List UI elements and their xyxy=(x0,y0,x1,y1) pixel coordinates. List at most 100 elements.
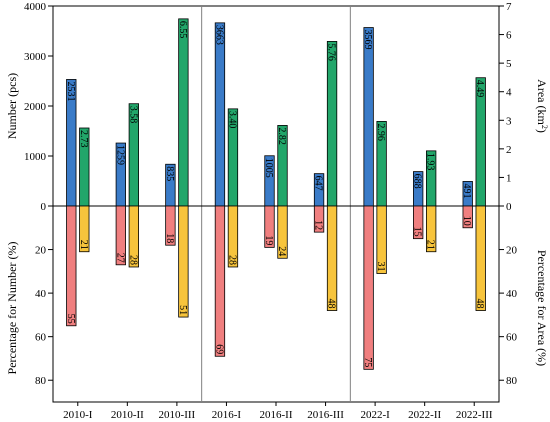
area-axis-tick-label: 7 xyxy=(506,1,512,13)
pct-area-bar xyxy=(376,205,387,274)
pct-number-label: 12 xyxy=(313,220,324,230)
x-tick-label: 2022-III xyxy=(456,409,493,421)
y-right-bottom-title: Percentage for Area (%) xyxy=(535,250,549,366)
number-bar xyxy=(363,27,374,207)
area-bar xyxy=(178,18,189,207)
area-axis-tick-label: 3 xyxy=(506,115,512,127)
pct-number-bar xyxy=(313,205,325,233)
pct-area-bar xyxy=(475,205,486,311)
y-left-bottom-title: Percentage for Number (%) xyxy=(5,242,19,375)
pct-number-bar xyxy=(66,205,77,327)
x-tick-label: 2010-I xyxy=(63,409,93,421)
area-label: 2.96 xyxy=(375,123,386,141)
pct-area-label: 28 xyxy=(226,255,237,265)
pct-number-label: 18 xyxy=(164,233,175,243)
pct-number-axis-tick-label: 20 xyxy=(35,245,47,257)
area-label: 2.82 xyxy=(276,127,287,145)
y-right-top-title: Area (km2) xyxy=(535,79,550,133)
x-tick-label: 2022-II xyxy=(408,409,441,421)
pct-area-label: 21 xyxy=(425,240,436,250)
number-label: 491 xyxy=(461,183,472,198)
pct-area-label: 24 xyxy=(276,246,287,256)
pct-area-label: 48 xyxy=(474,299,485,309)
pct-area-axis-tick-label: 80 xyxy=(506,375,518,387)
pct-area-label: 28 xyxy=(127,255,138,265)
pct-area-label: 21 xyxy=(78,240,89,250)
pct-number-bar xyxy=(264,205,275,248)
pct-area-label: 48 xyxy=(326,299,337,309)
x-axis: 2010-I 2010-II 2010-III 2016-I 2016-II 2016-I… xyxy=(63,402,493,421)
pct-area-bar xyxy=(79,205,90,253)
right-top-axis: 0 1 2 3 4 5 6 7 xyxy=(499,1,512,213)
bar-labels: 2531 1259 835 3663 1005 647 3569 688 491 2.73 3.58… xyxy=(65,21,485,367)
area-label: 1.93 xyxy=(425,153,436,171)
pct-number-bar xyxy=(214,205,226,357)
number-label: 688 xyxy=(412,174,423,189)
pct-area-axis-tick-label: 40 xyxy=(506,288,518,300)
area-label: 2.73 xyxy=(78,130,89,148)
number-axis-tick-label: 4000 xyxy=(24,1,47,13)
pct-area-bar xyxy=(277,205,288,259)
pct-number-axis-tick-label: 60 xyxy=(35,332,47,344)
x-tick-label: 2022-I xyxy=(360,409,390,421)
pct-area-axis-tick-label: 60 xyxy=(506,332,518,344)
area-label: 5.76 xyxy=(326,43,337,61)
number-label: 3569 xyxy=(362,30,373,50)
pct-area-bar xyxy=(326,205,338,311)
number-axis-tick-label: 1000 xyxy=(24,151,47,163)
pct-number-label: 10 xyxy=(461,216,472,226)
left-top-axis: 0 1000 2000 3000 4000 xyxy=(24,1,53,213)
number-label: 647 xyxy=(313,176,324,191)
pct-area-label: 51 xyxy=(177,305,188,315)
y-left-top-title: Number (pcs) xyxy=(5,73,19,139)
area-axis-tick-label: 4 xyxy=(506,87,512,99)
pct-area-label: 31 xyxy=(375,262,386,272)
area-axis-tick-label: 5 xyxy=(506,58,512,70)
pct-number-label: 69 xyxy=(213,344,224,354)
pct-area-bar xyxy=(178,205,189,318)
x-tick-label: 2016-I xyxy=(212,409,242,421)
pct-number-bar xyxy=(413,205,424,240)
bars xyxy=(66,18,486,370)
area-axis-tick-label: 2 xyxy=(506,144,512,156)
number-bar xyxy=(214,22,226,207)
pct-number-label: 55 xyxy=(65,314,76,324)
left-bottom-axis: 20 40 60 80 xyxy=(35,245,53,387)
x-tick-label: 2016-III xyxy=(307,409,344,421)
pct-number-label: 75 xyxy=(362,357,373,367)
pct-area-bar xyxy=(227,205,239,268)
right-bottom-axis: 20 40 60 80 xyxy=(499,245,518,387)
area-axis-tick-label: 1 xyxy=(506,172,512,184)
pct-number-bar xyxy=(165,205,176,246)
number-label: 1259 xyxy=(114,145,125,165)
x-tick-label: 2010-III xyxy=(159,409,196,421)
number-axis-tick-label: 2000 xyxy=(24,101,47,113)
pct-number-bar xyxy=(363,205,374,370)
number-axis-tick-label: 0 xyxy=(41,201,47,213)
area-label: 6.55 xyxy=(177,21,188,39)
x-tick-label: 2010-II xyxy=(111,409,144,421)
pct-number-axis-tick-label: 80 xyxy=(35,375,47,387)
number-label: 3663 xyxy=(213,25,224,45)
area-bar xyxy=(326,41,338,207)
number-label: 1005 xyxy=(263,158,274,178)
area-label: 3.40 xyxy=(226,111,237,129)
area-axis-tick-label: 0 xyxy=(506,201,512,213)
area-axis-tick-label: 6 xyxy=(506,30,512,42)
pct-number-label: 27 xyxy=(114,253,125,263)
area-label: 4.49 xyxy=(474,80,485,98)
number-label: 2531 xyxy=(65,81,76,101)
pct-number-bar xyxy=(462,205,473,229)
pct-number-label: 19 xyxy=(263,235,274,245)
x-tick-label: 2016-II xyxy=(260,409,293,421)
pct-number-bar xyxy=(115,205,126,266)
number-label: 835 xyxy=(164,166,175,181)
pct-number-axis-tick-label: 40 xyxy=(35,288,47,300)
pct-area-bar xyxy=(128,205,139,268)
group-separators xyxy=(201,6,351,402)
pct-area-axis-tick-label: 20 xyxy=(506,245,518,257)
area-label: 3.58 xyxy=(127,106,138,124)
pct-number-label: 15 xyxy=(412,227,423,237)
number-axis-tick-label: 3000 xyxy=(24,51,47,63)
